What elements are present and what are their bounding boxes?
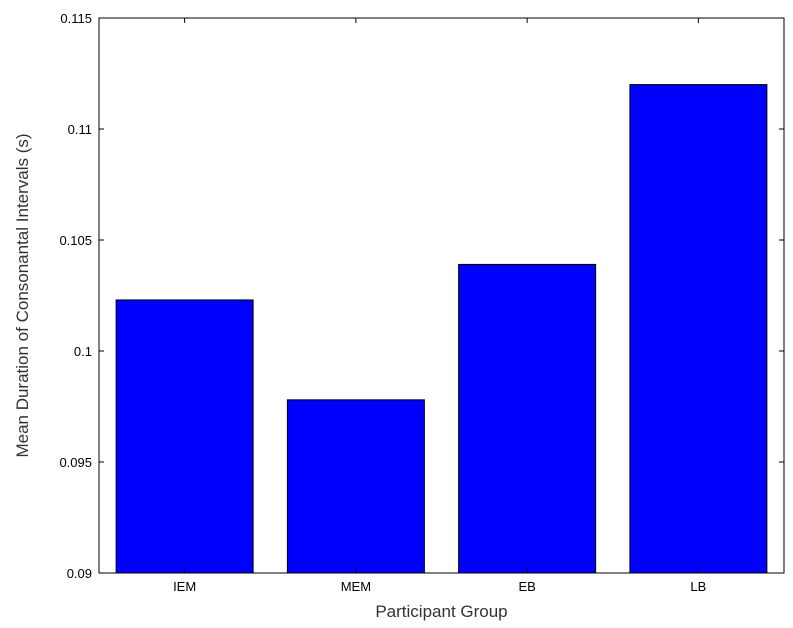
plot-frame bbox=[98, 17, 785, 574]
y-axis: 0.09 0.095 0.1 0.105 0.11 0.115 bbox=[59, 11, 784, 581]
y-tick-label: 0.1 bbox=[74, 344, 92, 359]
x-axis-title: Participant Group bbox=[375, 602, 507, 621]
bar-eb bbox=[458, 263, 597, 574]
y-tick-label: 0.09 bbox=[67, 566, 92, 581]
bar-mem bbox=[286, 399, 425, 574]
bars-group bbox=[115, 84, 768, 574]
x-tick-label: LB bbox=[690, 579, 706, 594]
x-tick-label: EB bbox=[518, 579, 535, 594]
y-tick-label: 0.105 bbox=[59, 233, 92, 248]
x-axis: IEM MEM EB LB bbox=[173, 18, 706, 594]
bar-iem bbox=[115, 299, 254, 574]
y-tick-label: 0.115 bbox=[60, 11, 92, 26]
y-tick-label: 0.095 bbox=[59, 455, 92, 470]
x-tick-label: IEM bbox=[173, 579, 196, 594]
x-tick-label: MEM bbox=[341, 579, 371, 594]
bar-lb bbox=[629, 84, 768, 574]
y-tick-label: 0.11 bbox=[68, 122, 92, 137]
y-axis-title: Mean Duration of Consonantal Intervals (… bbox=[13, 133, 32, 457]
